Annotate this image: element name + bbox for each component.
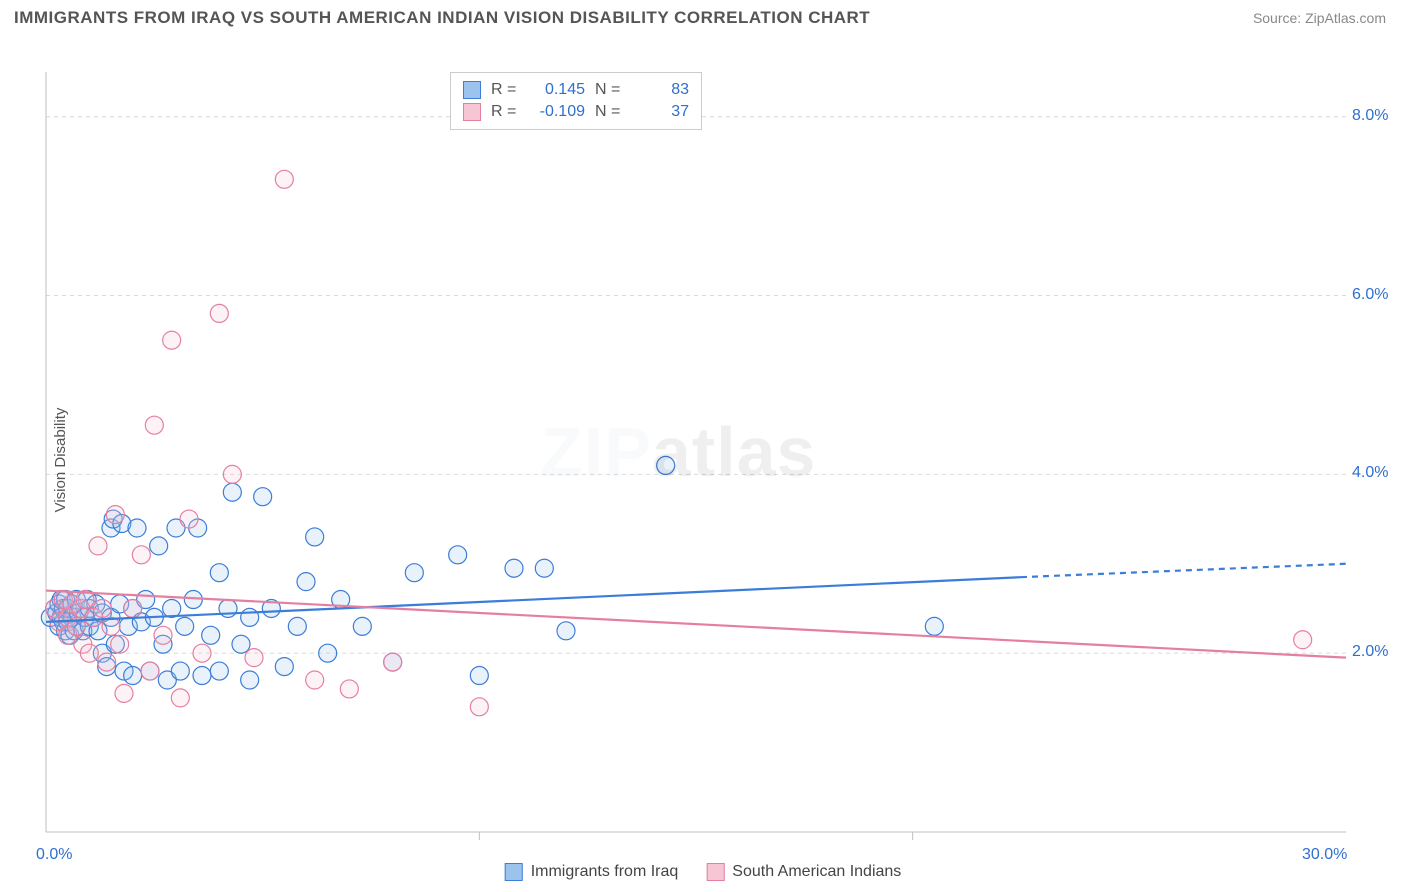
y-tick-2: 6.0% bbox=[1352, 286, 1388, 304]
legend-row-series2: R = -0.109 N = 37 bbox=[463, 101, 689, 123]
x-tick-1: 30.0% bbox=[1302, 846, 1347, 864]
chart-title: IMMIGRANTS FROM IRAQ VS SOUTH AMERICAN I… bbox=[14, 8, 870, 28]
swatch-series1 bbox=[463, 81, 481, 99]
y-tick-1: 4.0% bbox=[1352, 464, 1388, 482]
series-legend: Immigrants from Iraq South American Indi… bbox=[505, 863, 902, 881]
swatch-series1-b bbox=[505, 863, 523, 881]
y-tick-0: 2.0% bbox=[1352, 643, 1388, 661]
legend-item-series1: Immigrants from Iraq bbox=[505, 863, 679, 881]
correlation-legend: R = 0.145 N = 83 R = -0.109 N = 37 bbox=[450, 72, 702, 130]
scatter-chart bbox=[0, 32, 1406, 887]
chart-source: Source: ZipAtlas.com bbox=[1253, 10, 1386, 26]
legend-row-series1: R = 0.145 N = 83 bbox=[463, 79, 689, 101]
y-axis-label: Vision Disability bbox=[52, 407, 69, 512]
legend-item-series2: South American Indians bbox=[706, 863, 901, 881]
y-tick-3: 8.0% bbox=[1352, 107, 1388, 125]
x-tick-0: 0.0% bbox=[36, 846, 72, 864]
chart-container: Vision Disability ZIPatlas R = 0.145 N =… bbox=[0, 32, 1406, 887]
swatch-series2 bbox=[463, 103, 481, 121]
chart-header: IMMIGRANTS FROM IRAQ VS SOUTH AMERICAN I… bbox=[0, 0, 1406, 32]
swatch-series2-b bbox=[706, 863, 724, 881]
